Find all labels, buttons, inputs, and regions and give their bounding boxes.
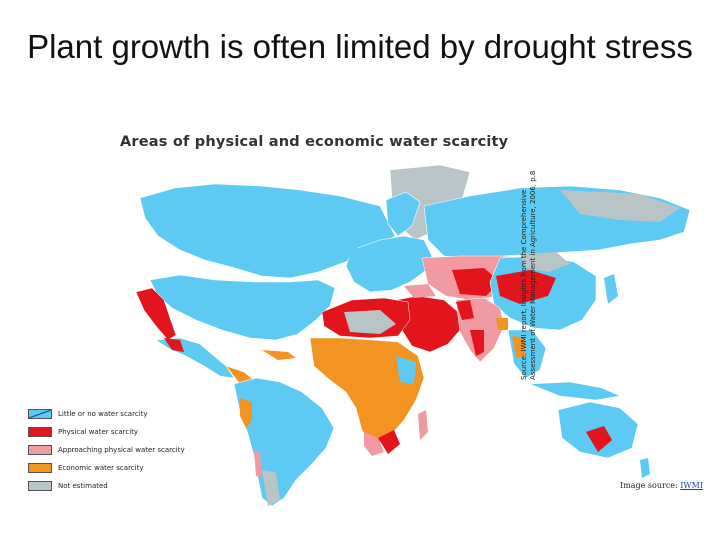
legend-swatch (28, 463, 52, 473)
japan-region (604, 274, 618, 304)
water-scarcity-world-map (135, 164, 691, 507)
source-note: Source: IWMI report, Insights from the C… (520, 170, 537, 380)
indonesia-region (529, 381, 621, 401)
australia-scarcity (586, 426, 612, 452)
europe-region (345, 235, 433, 293)
mexico-region (155, 337, 235, 379)
mexico-scarcity (164, 338, 184, 352)
scandinavia-region (385, 191, 421, 237)
legend-swatch (28, 481, 52, 491)
legend-swatch (28, 409, 52, 419)
north-america-north (139, 183, 396, 279)
map-title: Areas of physical and economic water sca… (120, 134, 509, 150)
legend-swatch (28, 427, 52, 437)
mongolia-region (520, 252, 570, 272)
bangladesh-economic (496, 318, 508, 330)
southeast-asia-economic (512, 336, 526, 358)
image-credit: Image source: IWMI (620, 481, 703, 490)
us-southwest-scarcity (135, 287, 177, 341)
slide-title: Plant growth is often limited by drought… (27, 28, 693, 65)
legend: Little or no water scarcity Physical wat… (28, 405, 185, 495)
credit-prefix: Image source: (620, 481, 681, 490)
south-africa-scarcity (378, 430, 400, 454)
legend-label: Approaching physical water scarcity (58, 446, 185, 454)
east-africa-little (396, 356, 416, 384)
legend-item: Not estimated (28, 477, 185, 495)
chile-scarcity (254, 450, 262, 478)
turkey-approaching (404, 284, 436, 298)
credit-link[interactable]: IWMI (680, 481, 703, 490)
africa-economic (309, 337, 425, 447)
siberia-not-estimated (560, 190, 680, 222)
south-india-scarcity (470, 330, 484, 356)
sahara-not-estimated (344, 310, 396, 334)
north-china-scarcity (496, 270, 556, 304)
legend-label: Little or no water scarcity (58, 410, 148, 418)
middle-east-scarcity (395, 295, 461, 353)
legend-item: Approaching physical water scarcity (28, 441, 185, 459)
madagascar-region (418, 410, 428, 440)
pakistan-scarcity (456, 300, 474, 320)
new-zealand-region (640, 458, 650, 478)
legend-item: Little or no water scarcity (28, 405, 185, 423)
patagonia-not-estimated (262, 470, 280, 506)
legend-swatch (28, 445, 52, 455)
russia-region (423, 185, 691, 259)
southern-africa-approaching (364, 432, 384, 456)
south-america-region (233, 377, 335, 507)
central-asia-scarcity (452, 268, 500, 296)
legend-label: Economic water scarcity (58, 464, 144, 472)
legend-label: Physical water scarcity (58, 428, 139, 436)
caribbean-region (262, 350, 296, 360)
legend-item: Economic water scarcity (28, 459, 185, 477)
legend-label: Not estimated (58, 482, 108, 490)
iceland-region (330, 218, 350, 230)
uk-region (346, 240, 358, 258)
usa-region (149, 274, 336, 341)
legend-item: Physical water scarcity (28, 423, 185, 441)
andes-economic (240, 398, 252, 428)
